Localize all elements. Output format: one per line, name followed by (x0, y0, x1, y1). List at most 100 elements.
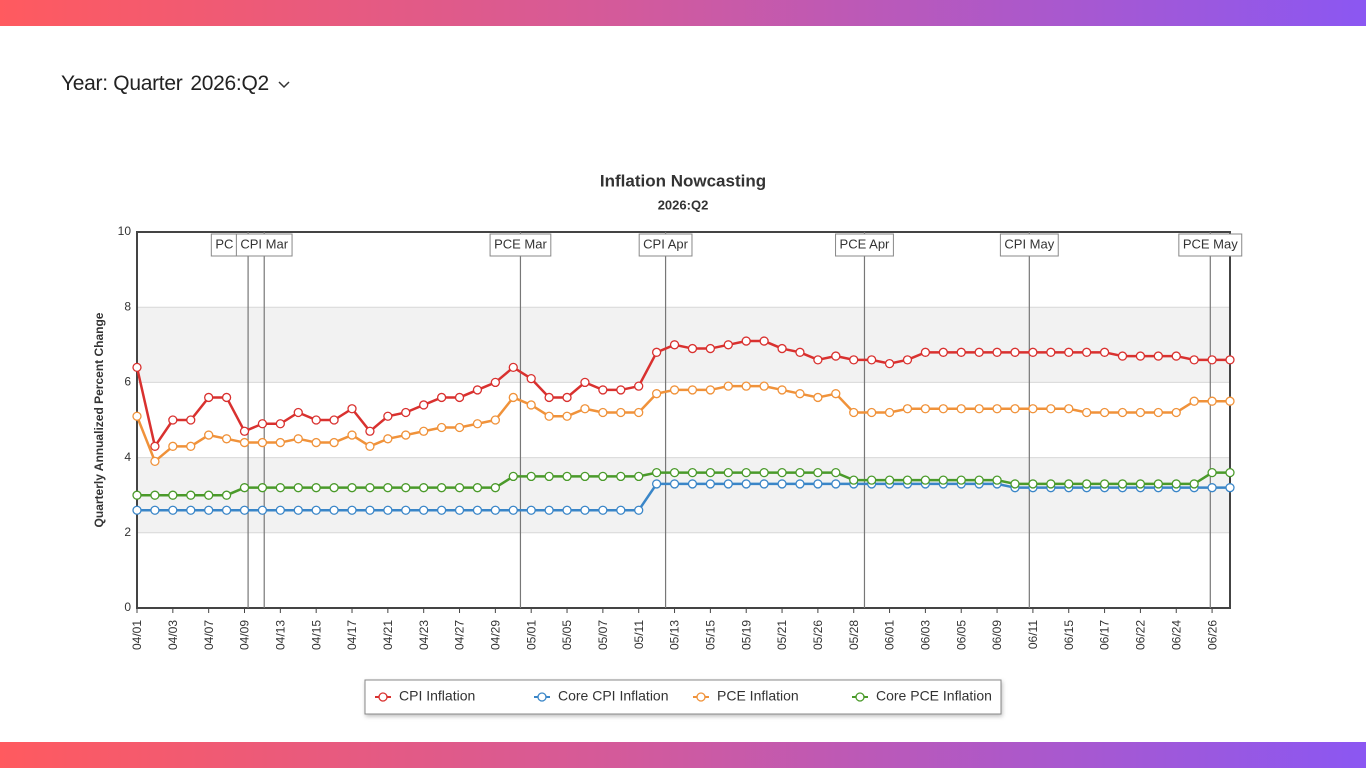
data-point (132, 505, 142, 515)
data-point (186, 505, 196, 515)
data-point (490, 505, 501, 515)
data-point (186, 441, 196, 451)
data-point (168, 441, 178, 451)
data-point (669, 385, 680, 395)
y-axis-label: Quarterly Annualized Percent Change (92, 312, 106, 527)
data-point (1010, 479, 1020, 489)
y-tick-label: 8 (124, 299, 131, 313)
data-point (902, 475, 913, 485)
y-tick-label: 4 (124, 450, 131, 464)
data-point (705, 385, 716, 395)
data-point (831, 389, 841, 399)
data-point (598, 385, 608, 395)
data-point (1028, 479, 1038, 489)
event-label: CPI Mar (235, 233, 293, 257)
data-point (598, 505, 608, 515)
data-point (902, 479, 913, 489)
data-point (204, 392, 214, 403)
data-point (669, 340, 680, 350)
data-point (490, 415, 501, 425)
data-point (741, 467, 751, 478)
series-line (137, 471, 1230, 497)
data-point (419, 426, 429, 436)
chevron[interactable] (277, 79, 291, 89)
series-line (135, 339, 1230, 450)
event-label: CPI Apr (638, 233, 693, 257)
data-point (1171, 479, 1181, 489)
data-point (1046, 479, 1056, 489)
data-point (741, 336, 751, 346)
data-point (365, 483, 375, 493)
data-point (974, 479, 984, 489)
data-point (1046, 347, 1056, 357)
data-point (1153, 407, 1163, 418)
plot-border (136, 231, 1231, 609)
data-point (777, 343, 787, 354)
data-point (472, 505, 483, 515)
data-point (1064, 347, 1074, 357)
data-point (150, 505, 160, 515)
data-point (723, 479, 733, 489)
data-point (580, 505, 590, 515)
plot-background (137, 232, 1230, 608)
x-tick-label: 04/07 (202, 620, 216, 650)
legend-label: CPI Inflation (399, 688, 475, 704)
data-point (436, 392, 447, 403)
data-point (866, 479, 877, 489)
event-box (489, 233, 552, 257)
data-point (920, 404, 931, 414)
data-point (132, 362, 142, 373)
data-point (1010, 404, 1020, 414)
x-tick-label: 05/07 (596, 620, 610, 650)
data-point (884, 358, 895, 369)
data-point (436, 483, 447, 493)
data-point (454, 392, 465, 403)
data-point (508, 362, 518, 373)
data-point (1153, 351, 1163, 361)
x-tick-label: 06/01 (883, 620, 897, 650)
y-tick-label: 10 (118, 224, 132, 238)
quarter-selector[interactable]: Year: Quarter 2026:Q2 (61, 72, 291, 96)
x-tick-label: 05/05 (560, 620, 574, 650)
data-point (1082, 483, 1092, 493)
data-point (992, 475, 1002, 485)
data-point (204, 430, 214, 440)
data-point (204, 505, 214, 515)
data-point (544, 471, 554, 482)
data-point (687, 467, 698, 478)
chart-title: Inflation Nowcasting (600, 171, 766, 190)
data-point (884, 407, 895, 418)
data-point (902, 355, 913, 365)
data-point (239, 483, 250, 493)
data-point (1117, 407, 1128, 418)
data-point (257, 419, 268, 429)
data-point (759, 381, 769, 391)
legend-marker (696, 692, 706, 702)
data-point (365, 505, 375, 515)
data-point (1117, 351, 1128, 361)
data-point (221, 490, 232, 500)
data-point (759, 467, 769, 478)
data-point (777, 479, 787, 489)
event-text: PCE Apr (840, 236, 891, 251)
data-point (1207, 396, 1217, 406)
data-point (1171, 351, 1181, 361)
selector-value[interactable]: 2026:Q2 (190, 72, 269, 95)
data-point (616, 471, 626, 482)
data-point (436, 505, 447, 515)
data-point (1099, 479, 1110, 489)
data-point (634, 407, 644, 418)
x-tick-label: 06/11 (1026, 620, 1040, 649)
data-point (1189, 355, 1199, 365)
x-tick-label: 04/09 (238, 620, 252, 650)
data-point (150, 441, 160, 451)
data-point (1171, 483, 1181, 493)
event-box (999, 233, 1059, 257)
data-point (849, 479, 859, 489)
top-banner (0, 0, 1366, 26)
data-point (347, 430, 357, 440)
data-point (651, 389, 662, 399)
x-tick-label: 06/17 (1098, 620, 1112, 650)
data-point (257, 437, 268, 448)
data-point (849, 475, 859, 485)
